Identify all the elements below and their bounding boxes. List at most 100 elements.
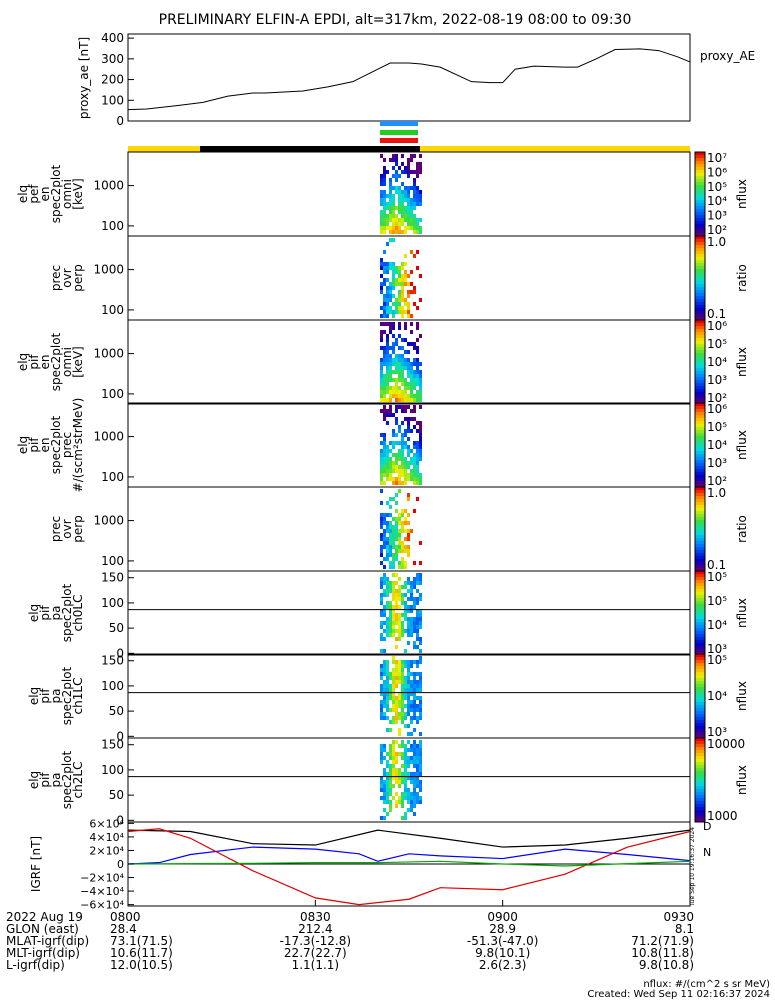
- ae-tick-label: 0: [116, 114, 124, 128]
- panel-ylabel-line: pif: [38, 605, 52, 621]
- igrf-side-stamp: Tue Sep 10 19:16:37 2024: [689, 827, 696, 907]
- igrf-line-black: [127, 829, 691, 848]
- igrf-line-red: [127, 828, 691, 906]
- footer-row-label: MLT-igrf(dip): [6, 946, 80, 960]
- footer-row-value: 73.1(71.5): [110, 934, 173, 948]
- footer-row-value: 22.7(22.7): [284, 946, 347, 960]
- colorbar-tick: 10⁵: [707, 180, 727, 194]
- footer-row-value: 12.0(10.5): [110, 958, 173, 972]
- panel-tick-label: 150: [101, 654, 124, 668]
- green-indicator-bar: [380, 130, 418, 135]
- colorbar-tick: 10²: [707, 474, 727, 488]
- footer-row-value: 9.8(10.1): [475, 946, 530, 960]
- panel-ylabel-line: elq: [27, 604, 41, 622]
- panel-ylabel-line: prec: [49, 516, 63, 542]
- footer-row-value: 8.1: [675, 922, 694, 936]
- igrf-line-green: [127, 860, 691, 867]
- colorbar-tick: 10⁴: [707, 438, 727, 452]
- panel-ylabel-line: elq: [27, 771, 41, 789]
- spectrogram-panel-p1: 1000100elqpefenspec2plotomni[keV]10⁷10⁶1…: [16, 151, 749, 237]
- panel-ylabel-line: prec: [49, 265, 63, 291]
- panel-tick-label: 1000: [93, 514, 124, 528]
- panel-tick-label: 100: [101, 387, 124, 401]
- ae-tick-label: 200: [101, 73, 124, 87]
- igrf-tick-label: 6×10⁴: [89, 817, 124, 830]
- colorbar: 1.0 0.1 ratio: [694, 235, 749, 321]
- panel-ylabel-line: en: [38, 187, 52, 202]
- colorbar-tick: 10⁴: [707, 689, 727, 703]
- igrf-ylabel: IGRF [nT]: [29, 836, 43, 892]
- colorbar: 1.0 0.1 ratio: [694, 486, 749, 572]
- igrf-tick-label: 4×10⁴: [89, 831, 124, 844]
- colorbar-tick: 10000: [707, 737, 745, 751]
- footer-row-value: 0930: [663, 910, 694, 924]
- footer-row-value: 0830: [300, 910, 331, 924]
- colorbar-tick: 10²: [707, 391, 727, 405]
- spectrogram-panel-p4: 1000 100 elqpifenspec2plotprec#/(scm²strMe…: [16, 398, 749, 493]
- footer-row-label: L-igrf(dip): [6, 958, 65, 972]
- panel-tick-label: 1000: [93, 179, 124, 193]
- igrf-tick-label: −4×10⁴: [80, 885, 124, 898]
- colorbar-label: ratio: [735, 264, 749, 292]
- colorbar: 10⁶ 10⁵ 10⁴ 10³ 10² nflux: [694, 319, 749, 405]
- colorbar-tick: 10⁶: [707, 402, 727, 416]
- panel-ylabel-line: [keV]: [71, 178, 85, 209]
- spectrogram-cells: [380, 573, 422, 653]
- panel-ylabel-line: elq: [16, 436, 30, 454]
- colorbar-tick: 10⁵: [707, 420, 727, 434]
- panel-ylabel-line: pif: [38, 688, 52, 704]
- panel-tick-label: 100: [101, 554, 124, 568]
- panel-tick-label: 1000: [93, 347, 124, 361]
- igrf-tick-label: −6×10⁴: [80, 899, 124, 912]
- igrf-tick-label: −2×10⁴: [80, 872, 124, 885]
- colorbar-tick: 10⁵: [707, 570, 727, 584]
- panel-ylabel-line: spec2plot: [49, 415, 63, 474]
- yellow-orbit-bar-left: [128, 146, 200, 152]
- colorbar-tick: 10⁶: [707, 165, 727, 179]
- red-indicator-bar: [380, 138, 418, 143]
- panel-tick-label: 0: [116, 646, 124, 660]
- plot-title: PRELIMINARY ELFIN-A EPDI, alt=317km, 202…: [159, 12, 632, 28]
- footer-row-value: 9.8(10.8): [639, 958, 694, 972]
- panel-ylabel-line: pa: [49, 606, 63, 621]
- colorbar-tick: 10⁴: [707, 355, 727, 369]
- footer-row-value: 0800: [110, 910, 141, 924]
- panel-ylabel-line: spec2plot: [49, 332, 63, 391]
- igrf-tick-label: 0: [117, 858, 124, 871]
- ae-ylabel: proxy_ae [nT]: [77, 37, 91, 119]
- spectrogram-panel-p8: 150100500elqpifpaspec2plotch2LC100001000…: [27, 737, 749, 827]
- ae-line: [127, 48, 691, 111]
- spectrogram-cells: [380, 405, 422, 485]
- panel-ylabel-line: pif: [27, 354, 41, 370]
- footer-row-value: 28.9: [489, 922, 516, 936]
- colorbar-tick: 10⁵: [707, 653, 727, 667]
- colorbar: 10⁶ 10⁵ 10⁴ 10³ 10² nflux: [694, 402, 749, 488]
- nflux-units-note: nflux: #/(cm^2 s sr MeV): [643, 979, 770, 990]
- panel-ylabel-line: spec2plot: [49, 164, 63, 223]
- footer-row-value: 10.8(11.8): [631, 946, 694, 960]
- footer-row-label: MLAT-igrf(dip): [6, 934, 89, 948]
- spectrogram-cells: [380, 656, 422, 736]
- colorbar-tick: 0.1: [707, 307, 726, 321]
- colorbar-tick: 10³: [707, 642, 727, 656]
- panel-tick-label: 0: [116, 729, 124, 743]
- panel-ylabel-line: omni: [60, 347, 74, 377]
- panel-ylabel-line: elq: [16, 353, 30, 371]
- colorbar-tick: 10⁵: [707, 337, 727, 351]
- colorbar-tick: 10⁴: [707, 194, 727, 208]
- colorbar-label: ratio: [735, 515, 749, 543]
- colorbar-label: nflux: [735, 598, 749, 628]
- spectrogram-cells: [380, 740, 422, 820]
- blue-indicator-bar: [380, 121, 418, 126]
- igrf-legend-n: N: [703, 846, 711, 859]
- panel-ylabel-line: ch1LC: [71, 678, 85, 715]
- mode-bars: [128, 121, 690, 152]
- panel-tick-label: 50: [109, 788, 124, 802]
- footer-row-value: 10.6(11.7): [110, 946, 173, 960]
- panel-tick-label: 150: [101, 571, 124, 585]
